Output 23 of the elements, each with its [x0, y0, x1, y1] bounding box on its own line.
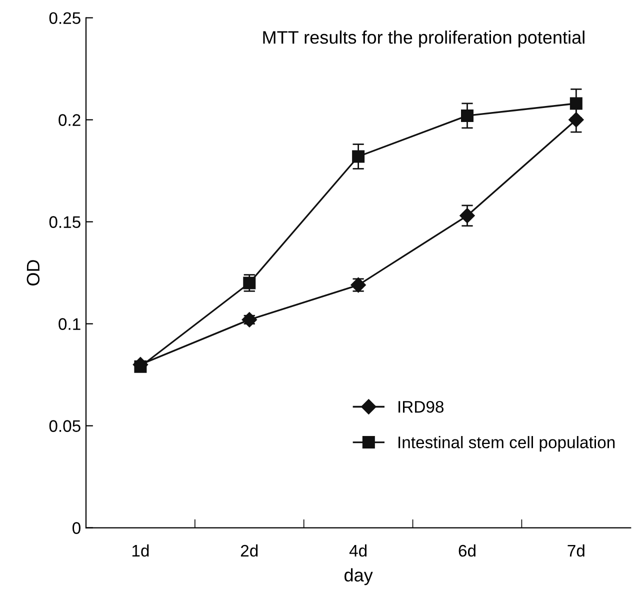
point [570, 97, 582, 110]
point [242, 312, 257, 328]
legend-label: IRD98 [398, 400, 444, 413]
point [460, 109, 474, 122]
point [243, 276, 256, 290]
y-tick-label: 0.2 [58, 114, 80, 126]
x-tick-label: 4d [349, 544, 367, 557]
x-tick-label: 7d [568, 544, 584, 557]
y-tick-label: 0 [72, 522, 80, 534]
point [568, 112, 584, 128]
point [352, 150, 365, 163]
x-tick-label: 2d [240, 544, 258, 557]
y-tick-label: 0.25 [49, 12, 80, 24]
x-axis-title: day [344, 568, 373, 586]
point [460, 208, 475, 224]
y-tick-label: 0.15 [49, 216, 80, 228]
legend-label: Intestinal stem cell population [398, 436, 615, 452]
y-axis-title: OD [26, 260, 40, 286]
x-tick-label: 6d [458, 544, 476, 557]
y-tick-label: 0.1 [58, 318, 80, 330]
x-tick-label: 1d [132, 544, 149, 557]
text: MTT results for the proliferation potential [263, 30, 584, 48]
y-tick-label: 0.05 [49, 420, 80, 432]
